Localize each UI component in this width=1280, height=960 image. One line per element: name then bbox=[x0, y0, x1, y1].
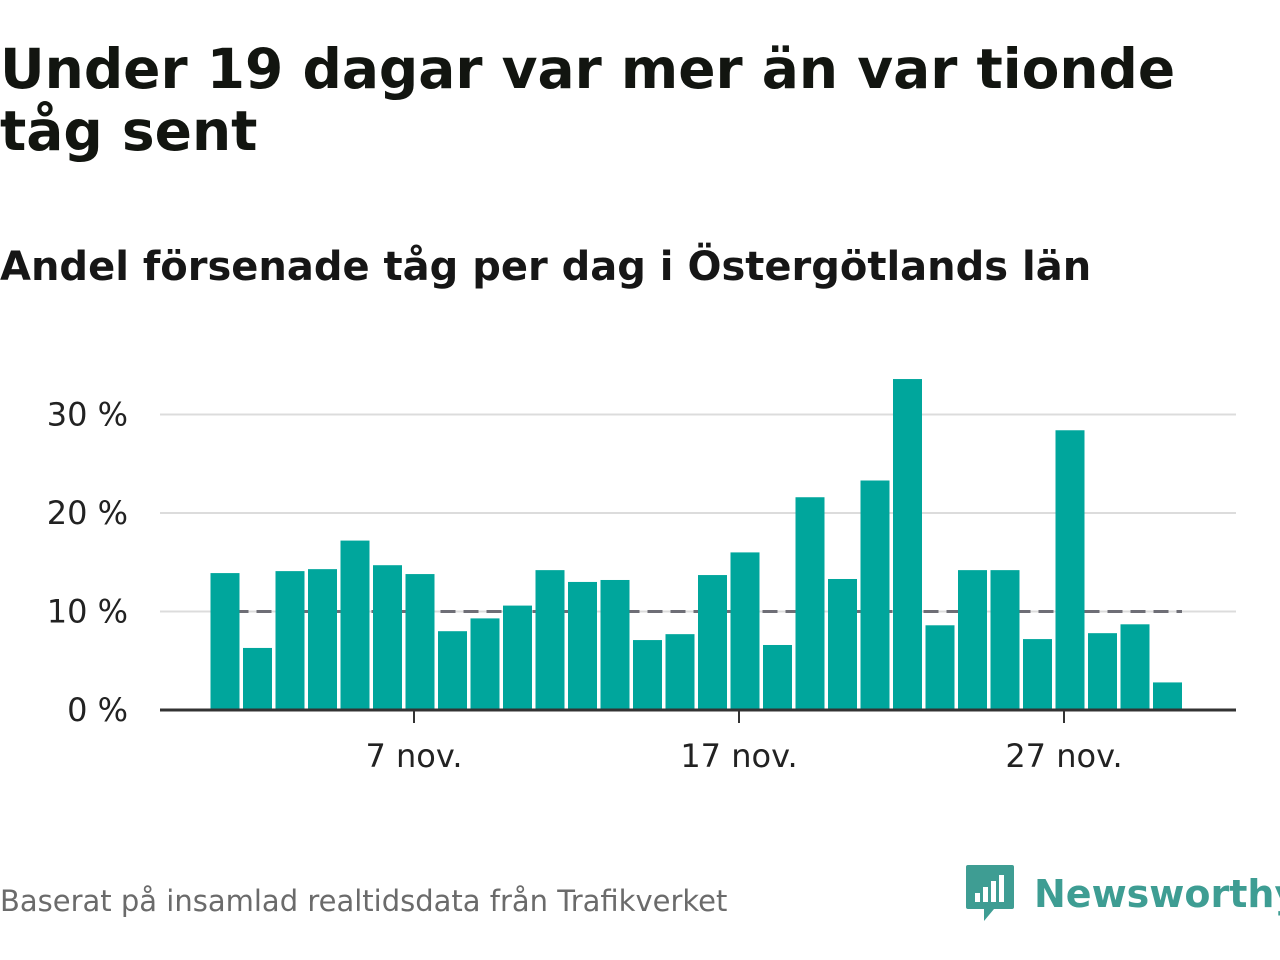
newsworthy-logo-icon bbox=[966, 865, 1014, 921]
bar bbox=[1153, 682, 1182, 710]
bar bbox=[958, 570, 987, 710]
x-tick-label: 27 nov. bbox=[1005, 737, 1122, 775]
x-tick-label: 17 nov. bbox=[680, 737, 797, 775]
x-axis: 7 nov. 17 nov. 27 nov. bbox=[160, 708, 1236, 775]
bar bbox=[1023, 639, 1052, 710]
bar bbox=[275, 571, 305, 710]
brand-logo: Newsworthy bbox=[964, 862, 1280, 926]
bar bbox=[503, 605, 532, 710]
y-tick-label: 10 % bbox=[47, 593, 128, 631]
bar bbox=[763, 644, 792, 710]
bar bbox=[925, 625, 955, 710]
bar bbox=[730, 552, 760, 710]
bar bbox=[795, 497, 825, 710]
bar bbox=[600, 579, 630, 710]
y-axis-ticks: 0 % 10 % 20 % 30 % bbox=[47, 396, 128, 730]
bar bbox=[1088, 633, 1117, 710]
chart-title: Under 19 dagar var mer än var tionde tåg… bbox=[0, 37, 1176, 163]
bar bbox=[308, 569, 337, 710]
bars bbox=[210, 379, 1182, 710]
bar bbox=[340, 540, 370, 710]
source-note: Baserat på insamlad realtidsdata från Tr… bbox=[0, 884, 728, 918]
bar bbox=[210, 573, 240, 710]
bar bbox=[665, 634, 695, 710]
x-tick-label: 7 nov. bbox=[365, 737, 462, 775]
bar bbox=[828, 578, 857, 710]
bar bbox=[1055, 430, 1085, 710]
y-tick-label: 20 % bbox=[47, 494, 128, 532]
bar bbox=[243, 647, 272, 710]
bar bbox=[698, 575, 727, 710]
y-tick-label: 0 % bbox=[67, 691, 128, 729]
bar-chart: 0 % 10 % 20 % 30 % 7 nov. 17 nov. 27 nov. bbox=[47, 379, 1236, 775]
bar bbox=[470, 618, 500, 710]
bar bbox=[990, 570, 1020, 710]
bar bbox=[405, 574, 435, 710]
chart-subtitle: Andel försenade tåg per dag i Östergötla… bbox=[0, 244, 1092, 290]
brand-name: Newsworthy bbox=[1034, 872, 1280, 916]
bar bbox=[568, 581, 597, 710]
bar bbox=[373, 565, 402, 710]
bar bbox=[633, 640, 662, 710]
bar bbox=[893, 379, 922, 710]
bar bbox=[860, 480, 890, 710]
bar bbox=[535, 570, 565, 710]
bar bbox=[1120, 624, 1150, 710]
bar bbox=[438, 631, 467, 710]
y-tick-label: 30 % bbox=[47, 396, 128, 434]
